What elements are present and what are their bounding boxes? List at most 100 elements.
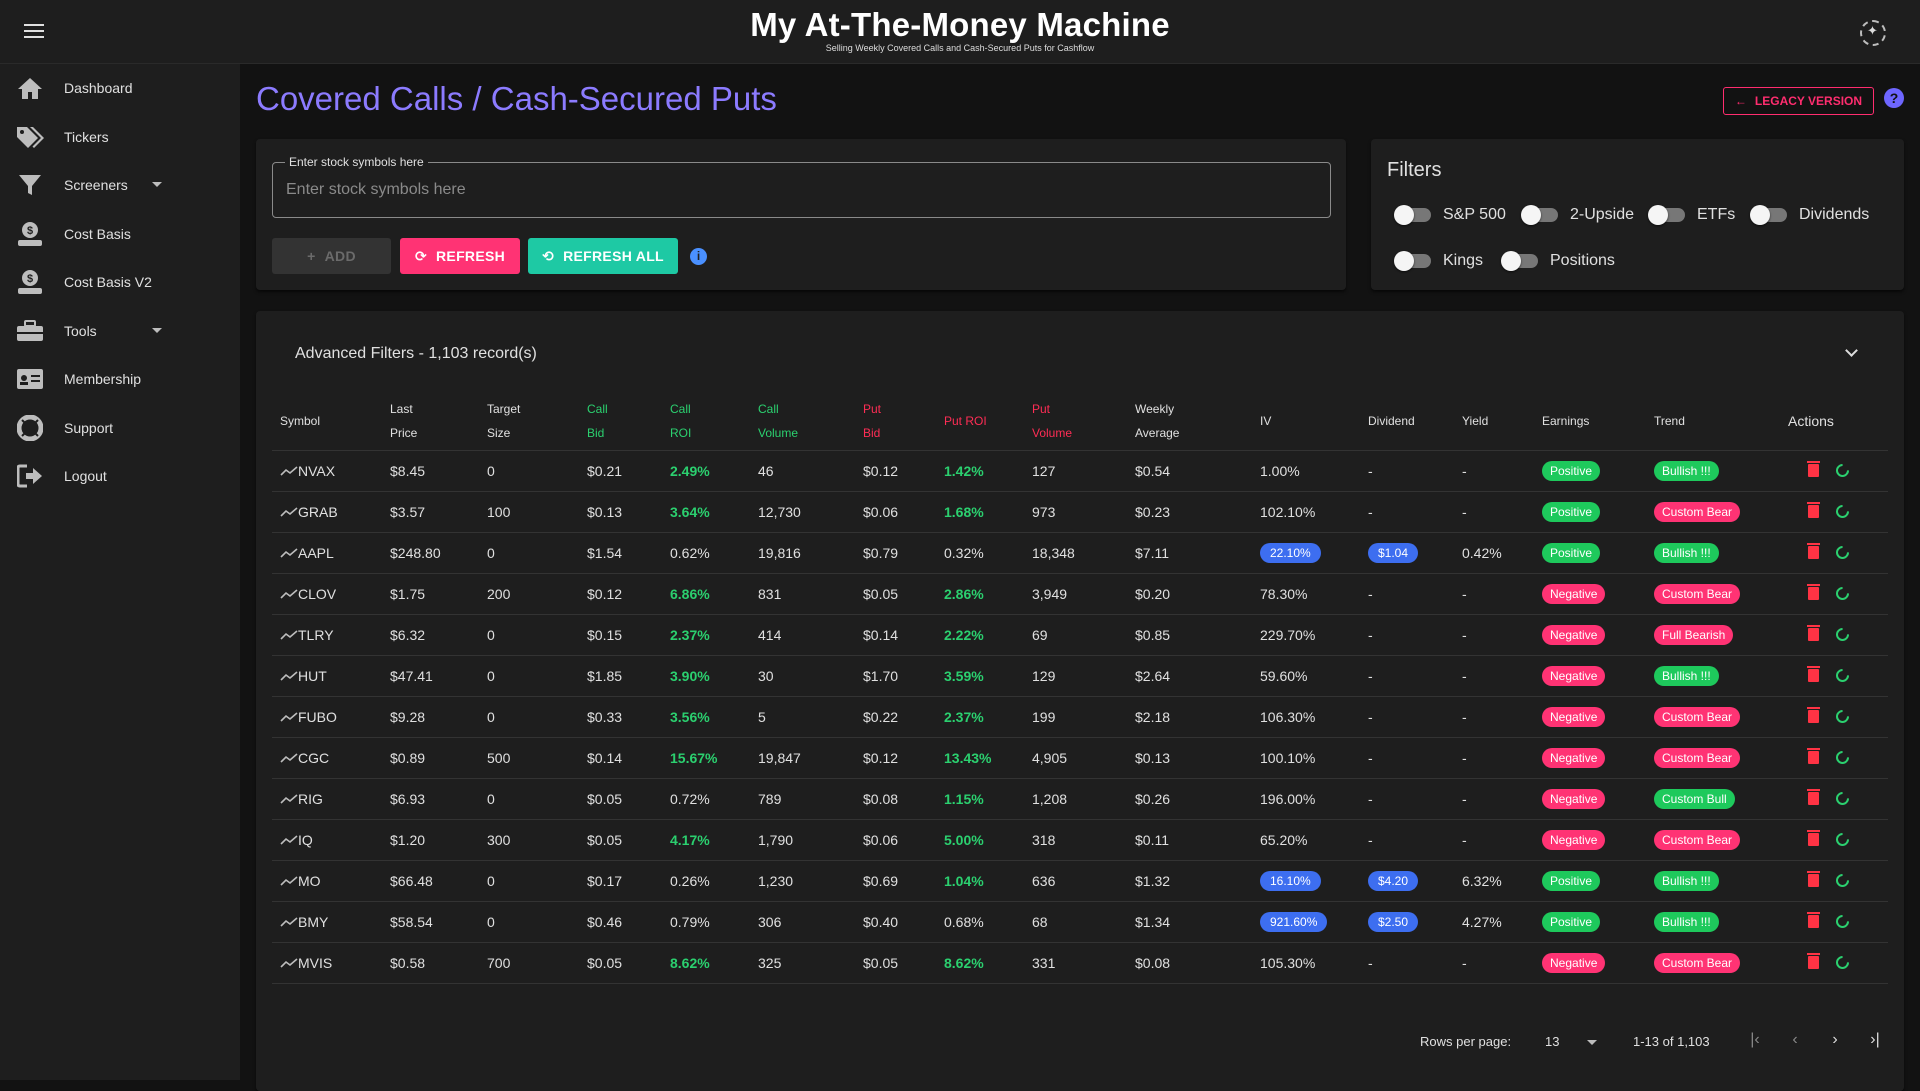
col-call-volume[interactable]: Call Volume — [750, 393, 855, 451]
reload-icon[interactable] — [1833, 953, 1852, 972]
delete-icon[interactable] — [1807, 543, 1820, 559]
reload-icon[interactable] — [1833, 748, 1852, 767]
chart-line-icon[interactable] — [280, 670, 298, 681]
delete-icon[interactable] — [1807, 912, 1820, 928]
reload-icon[interactable] — [1833, 502, 1852, 521]
delete-icon[interactable] — [1807, 707, 1820, 723]
reload-icon[interactable] — [1833, 789, 1852, 808]
filter-kings[interactable]: Kings — [1394, 251, 1483, 271]
symbol-text[interactable]: NVAX — [298, 462, 336, 479]
chart-line-icon[interactable] — [280, 916, 298, 927]
reload-icon[interactable] — [1833, 543, 1852, 562]
table-row[interactable]: AAPL $248.80 0 $1.54 0.62% 19,816 $0.79 0.32% 18… — [272, 532, 1888, 574]
reload-icon[interactable] — [1833, 584, 1852, 603]
delete-icon[interactable] — [1807, 502, 1820, 518]
chart-line-icon[interactable] — [280, 875, 298, 886]
col-yield[interactable]: Yield — [1454, 393, 1534, 451]
toggle-switch[interactable] — [1750, 205, 1787, 225]
filter-sp500[interactable]: S&P 500 — [1394, 205, 1506, 225]
rows-per-page-select[interactable]: 13 — [1545, 1034, 1599, 1049]
advanced-filters-title[interactable]: Advanced Filters - 1,103 record(s) — [295, 345, 537, 362]
sidebar-item-tools[interactable]: Tools — [0, 307, 240, 356]
symbol-text[interactable]: CLOV — [298, 585, 337, 602]
table-row[interactable]: CGC $0.89 500 $0.14 15.67% 19,847 $0.12 13.43% 4… — [272, 737, 1888, 779]
reload-icon[interactable] — [1833, 625, 1852, 644]
chart-line-icon[interactable] — [280, 629, 298, 640]
col-target-size[interactable]: Target Size — [479, 393, 579, 451]
toggle-switch[interactable] — [1521, 205, 1558, 225]
help-icon[interactable]: ? — [1884, 88, 1904, 108]
symbol-text[interactable]: BMY — [298, 913, 329, 930]
reload-icon[interactable] — [1833, 461, 1852, 480]
sidebar-item-membership[interactable]: Membership — [0, 355, 240, 404]
reload-icon[interactable] — [1833, 912, 1852, 931]
delete-icon[interactable] — [1807, 584, 1820, 600]
delete-icon[interactable] — [1807, 461, 1820, 477]
symbol-text[interactable]: IQ — [298, 831, 313, 848]
table-row[interactable]: GRAB $3.57 100 $0.13 3.64% 12,730 $0.06 1.68% 97… — [272, 491, 1888, 533]
reload-icon[interactable] — [1833, 871, 1852, 890]
delete-icon[interactable] — [1807, 830, 1820, 846]
col-earnings[interactable]: Earnings — [1534, 393, 1646, 451]
symbol-text[interactable]: CGC — [298, 749, 330, 766]
sidebar-item-logout[interactable]: Logout — [0, 452, 240, 501]
last-page-icon[interactable]: ›| — [1870, 1031, 1880, 1048]
symbol-text[interactable]: MVIS — [298, 954, 333, 971]
theme-toggle-icon[interactable] — [1860, 20, 1886, 46]
col-last-price[interactable]: Last Price — [382, 393, 479, 451]
table-row[interactable]: NVAX $8.45 0 $0.21 2.49% 46 $0.12 1.42% 127 $0.54… — [272, 450, 1888, 492]
sidebar-item-cost-basis-v2[interactable]: $ Cost Basis V2 — [0, 258, 240, 307]
sidebar-item-support[interactable]: Support — [0, 404, 240, 453]
col-dividend[interactable]: Dividend — [1360, 393, 1454, 451]
col-trend[interactable]: Trend — [1646, 393, 1780, 451]
legacy-version-button[interactable]: ← LEGACY VERSION — [1723, 87, 1874, 115]
chevron-down-icon[interactable] — [152, 327, 162, 333]
reload-icon[interactable] — [1833, 830, 1852, 849]
table-row[interactable]: HUT $47.41 0 $1.85 3.90% 30 $1.70 3.59% 129 $2.64… — [272, 655, 1888, 697]
filter-positions[interactable]: Positions — [1501, 251, 1615, 271]
symbol-text[interactable]: GRAB — [298, 503, 338, 520]
refresh-button[interactable]: ⟳ REFRESH — [400, 238, 520, 274]
hamburger-menu-icon[interactable] — [22, 20, 50, 44]
table-row[interactable]: IQ $1.20 300 $0.05 4.17% 1,790 $0.06 5.00% 318 $0… — [272, 819, 1888, 861]
col-iv[interactable]: IV — [1252, 393, 1360, 451]
sidebar-item-screeners[interactable]: Screeners — [0, 161, 240, 210]
col-put-volume[interactable]: Put Volume — [1024, 393, 1127, 451]
filter-dividends[interactable]: Dividends — [1750, 205, 1869, 225]
symbol-text[interactable]: MO — [298, 872, 321, 889]
reload-icon[interactable] — [1833, 666, 1852, 685]
info-icon[interactable]: i — [690, 248, 707, 265]
toggle-switch[interactable] — [1648, 205, 1685, 225]
add-button[interactable]: + ADD — [272, 238, 391, 274]
previous-page-icon[interactable]: ‹ — [1792, 1031, 1798, 1048]
next-page-icon[interactable]: › — [1832, 1031, 1838, 1048]
symbol-text[interactable]: TLRY — [298, 626, 334, 643]
table-row[interactable]: FUBO $9.28 0 $0.33 3.56% 5 $0.22 2.37% 199 $2.18 1… — [272, 696, 1888, 738]
chart-line-icon[interactable] — [280, 957, 298, 968]
chart-line-icon[interactable] — [280, 588, 298, 599]
sidebar-item-cost-basis[interactable]: $ Cost Basis — [0, 210, 240, 259]
table-row[interactable]: RIG $6.93 0 $0.05 0.72% 789 $0.08 1.15% 1,208 $0.… — [272, 778, 1888, 820]
symbols-input[interactable] — [273, 163, 1330, 217]
col-weekly-average[interactable]: Weekly Average — [1127, 393, 1252, 451]
delete-icon[interactable] — [1807, 871, 1820, 887]
symbol-text[interactable]: FUBO — [298, 708, 337, 725]
table-row[interactable]: TLRY $6.32 0 $0.15 2.37% 414 $0.14 2.22% 69 $0.85… — [272, 614, 1888, 656]
col-put-roi[interactable]: Put ROI — [936, 393, 1024, 451]
col-call-bid[interactable]: Call Bid — [579, 393, 662, 451]
table-row[interactable]: MO $66.48 0 $0.17 0.26% 1,230 $0.69 1.04% 636 $1.… — [272, 860, 1888, 902]
delete-icon[interactable] — [1807, 953, 1820, 969]
chart-line-icon[interactable] — [280, 711, 298, 722]
delete-icon[interactable] — [1807, 789, 1820, 805]
sidebar-item-dashboard[interactable]: Dashboard — [0, 64, 240, 113]
sidebar-item-tickers[interactable]: Tickers — [0, 113, 240, 162]
col-symbol[interactable]: Symbol — [272, 393, 382, 451]
table-row[interactable]: CLOV $1.75 200 $0.12 6.86% 831 $0.05 2.86% 3,949… — [272, 573, 1888, 615]
symbol-text[interactable]: RIG — [298, 790, 323, 807]
toggle-switch[interactable] — [1394, 205, 1431, 225]
chart-line-icon[interactable] — [280, 465, 298, 476]
delete-icon[interactable] — [1807, 748, 1820, 764]
chevron-down-icon[interactable] — [1844, 345, 1858, 359]
chart-line-icon[interactable] — [280, 752, 298, 763]
filter-2-upside[interactable]: 2-Upside — [1521, 205, 1634, 225]
